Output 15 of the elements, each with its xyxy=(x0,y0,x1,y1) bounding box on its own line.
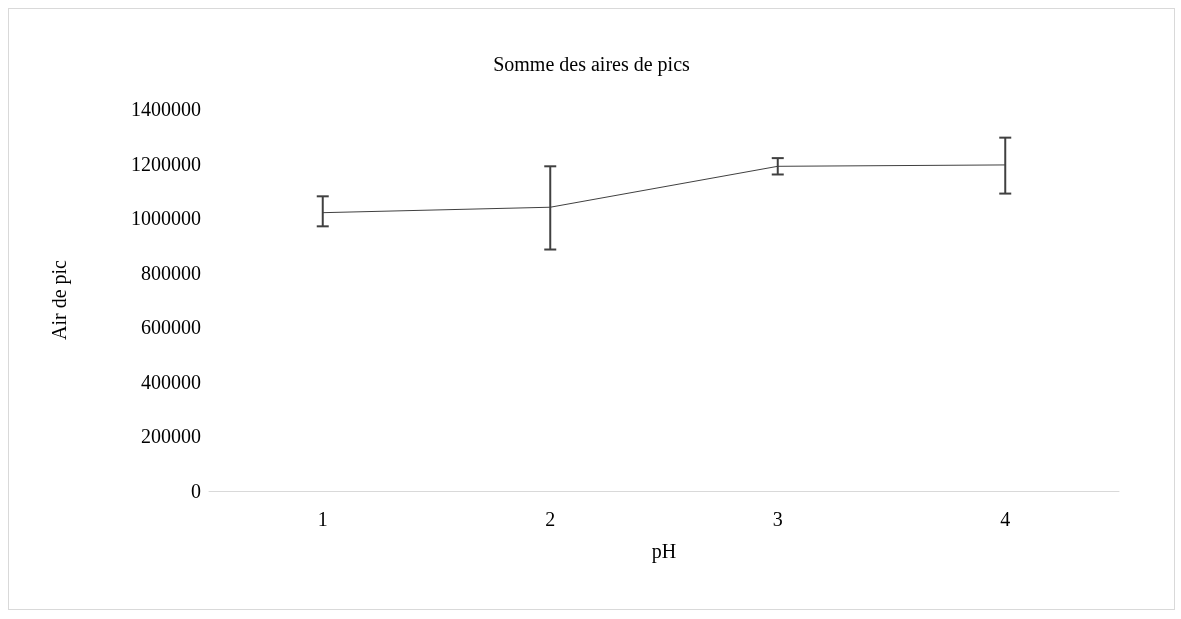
chart-title: Somme des aires de pics xyxy=(493,53,691,76)
x-tick-label: 2 xyxy=(545,508,556,530)
y-tick-label: 1400000 xyxy=(131,98,201,120)
y-tick-label: 200000 xyxy=(141,425,201,448)
x-tick-label: 3 xyxy=(772,508,783,530)
y-tick-label: 0 xyxy=(191,480,201,502)
y-tick-label: 400000 xyxy=(141,370,201,393)
y-tick-label: 1200000 xyxy=(131,152,201,175)
y-axis-title: Air de pic xyxy=(48,259,71,340)
x-tick-label: 1 xyxy=(317,508,328,530)
y-tick-label: 800000 xyxy=(141,261,201,284)
x-tick-label: 4 xyxy=(1000,508,1011,530)
y-tick-label: 1000000 xyxy=(131,207,201,230)
x-axis-title: pH xyxy=(651,540,677,563)
y-tick-label: 600000 xyxy=(141,316,201,339)
